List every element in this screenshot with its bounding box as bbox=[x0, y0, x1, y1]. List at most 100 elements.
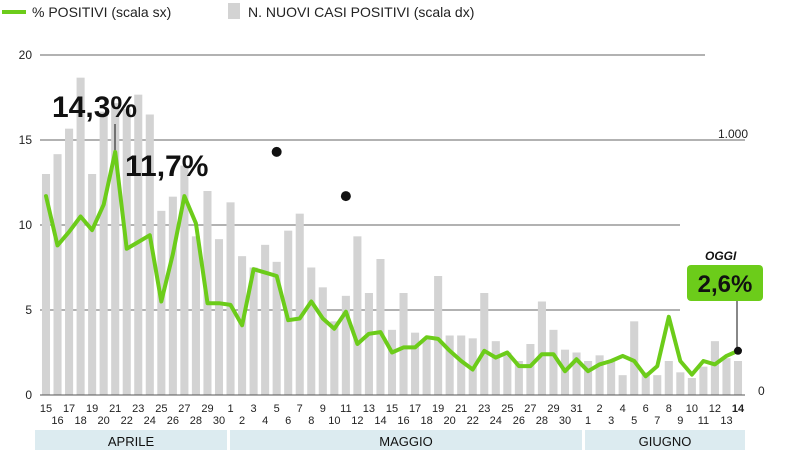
peak1-label: 14,3% bbox=[52, 91, 137, 124]
x-tick-25: 10 bbox=[328, 415, 340, 427]
bar-4 bbox=[88, 174, 97, 395]
x-tick-17: 2 bbox=[239, 415, 245, 427]
x-tick-14: 29 bbox=[201, 403, 213, 415]
x-tick-31: 16 bbox=[397, 415, 409, 427]
bar-41 bbox=[514, 361, 523, 395]
bar-26 bbox=[341, 295, 350, 395]
month-band: APRILE MAGGIO GIUGNO bbox=[35, 430, 745, 450]
legend-bar-swatch bbox=[228, 3, 240, 19]
left-tick-0: 0 bbox=[25, 388, 32, 402]
bar-9 bbox=[145, 114, 154, 395]
bar-56 bbox=[687, 378, 696, 395]
month-band-maggio bbox=[230, 430, 582, 450]
x-tick-18: 3 bbox=[251, 403, 257, 415]
x-tick-13: 28 bbox=[190, 415, 202, 427]
x-tick-11: 26 bbox=[167, 415, 179, 427]
x-tick-8: 23 bbox=[132, 403, 144, 415]
x-tick-23: 8 bbox=[308, 415, 314, 427]
bar-36 bbox=[457, 335, 466, 395]
bar-1 bbox=[53, 154, 62, 395]
y-axis-left: 0 5 10 15 20 bbox=[19, 48, 33, 402]
x-tick-45: 30 bbox=[559, 415, 571, 427]
legend-bar-label: N. NUOVI CASI POSITIVI (scala dx) bbox=[248, 4, 474, 20]
bar-43 bbox=[537, 301, 546, 395]
x-tick-36: 21 bbox=[455, 403, 467, 415]
bar-50 bbox=[618, 375, 627, 395]
x-tick-46: 31 bbox=[570, 403, 582, 415]
x-axis: 1516171819202122232425262728293012345678… bbox=[40, 403, 745, 427]
bar-34 bbox=[434, 276, 443, 395]
x-tick-41: 26 bbox=[513, 415, 525, 427]
x-tick-51: 5 bbox=[631, 415, 637, 427]
x-tick-21: 6 bbox=[285, 415, 291, 427]
bar-42 bbox=[526, 344, 535, 395]
bar-13 bbox=[191, 236, 200, 395]
bar-2 bbox=[65, 128, 74, 395]
month-label-aprile: APRILE bbox=[108, 434, 155, 449]
x-tick-24: 9 bbox=[320, 403, 326, 415]
bar-51 bbox=[630, 321, 639, 395]
bar-24 bbox=[318, 287, 327, 395]
x-tick-57: 11 bbox=[698, 415, 709, 427]
bar-11 bbox=[168, 196, 177, 395]
bar-0 bbox=[41, 174, 51, 395]
bar-3 bbox=[76, 77, 85, 396]
month-label-maggio: MAGGIO bbox=[379, 434, 432, 449]
x-tick-19: 4 bbox=[262, 415, 268, 427]
bar-44 bbox=[549, 329, 558, 395]
x-tick-32: 17 bbox=[409, 403, 421, 415]
x-tick-43: 28 bbox=[536, 415, 548, 427]
x-tick-1: 16 bbox=[51, 415, 63, 427]
bar-33 bbox=[422, 338, 431, 395]
right-tick-1000: 1.000 bbox=[718, 127, 748, 141]
annotations: 14,3% 11,7% OGGI 2,6% bbox=[52, 91, 763, 355]
bar-16 bbox=[226, 202, 235, 395]
x-tick-38: 23 bbox=[478, 403, 490, 415]
bar-12 bbox=[180, 165, 189, 395]
bar-54 bbox=[664, 361, 673, 395]
today-badge bbox=[687, 265, 763, 301]
bar-25 bbox=[330, 321, 339, 395]
x-tick-53: 7 bbox=[654, 415, 660, 427]
bar-49 bbox=[607, 361, 616, 395]
bar-46 bbox=[572, 352, 581, 395]
bar-23 bbox=[307, 267, 316, 395]
x-tick-30: 15 bbox=[386, 403, 398, 415]
bar-8 bbox=[134, 94, 143, 396]
x-tick-37: 22 bbox=[467, 415, 479, 427]
legend-line-label: % POSITIVI (scala sx) bbox=[32, 4, 171, 20]
bar-58 bbox=[710, 341, 719, 395]
bar-32 bbox=[411, 332, 420, 395]
bar-27 bbox=[353, 236, 362, 395]
bar-30 bbox=[387, 329, 397, 395]
x-tick-15: 30 bbox=[213, 415, 225, 427]
bar-57 bbox=[699, 366, 708, 395]
positive-rate-line bbox=[44, 149, 740, 379]
bar-39 bbox=[491, 341, 500, 395]
left-tick-5: 5 bbox=[25, 303, 32, 317]
x-tick-56: 10 bbox=[686, 403, 698, 415]
x-tick-22: 7 bbox=[297, 403, 303, 415]
oggi-label: OGGI bbox=[705, 249, 737, 263]
bar-48 bbox=[595, 355, 604, 395]
x-tick-7: 22 bbox=[121, 415, 133, 427]
bar-53 bbox=[653, 375, 662, 395]
x-tick-47: 1 bbox=[585, 415, 591, 427]
bar-series bbox=[41, 77, 743, 396]
x-tick-10: 25 bbox=[155, 403, 167, 415]
x-tick-5: 20 bbox=[98, 415, 110, 427]
bar-29 bbox=[376, 259, 385, 395]
bar-59 bbox=[722, 358, 731, 395]
bar-7 bbox=[122, 108, 131, 395]
bar-20 bbox=[272, 261, 281, 395]
month-label-giugno: GIUGNO bbox=[639, 434, 692, 449]
month-band-giugno bbox=[585, 430, 745, 450]
x-tick-12: 27 bbox=[178, 403, 190, 415]
x-tick-42: 27 bbox=[524, 403, 536, 415]
bar-31 bbox=[399, 293, 408, 395]
month-band-aprile bbox=[35, 430, 227, 450]
bar-5 bbox=[99, 111, 108, 396]
x-tick-52: 6 bbox=[643, 403, 649, 415]
x-tick-49: 3 bbox=[608, 415, 614, 427]
